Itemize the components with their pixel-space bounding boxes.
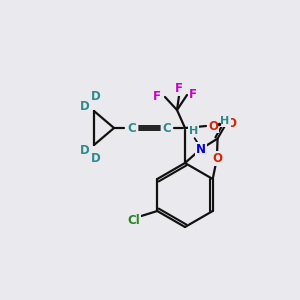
Text: H: H: [220, 116, 230, 126]
Text: D: D: [80, 100, 90, 112]
Text: N: N: [196, 143, 206, 156]
Text: F: F: [175, 82, 183, 95]
Text: O: O: [212, 152, 222, 165]
Text: F: F: [153, 89, 161, 103]
Text: F: F: [189, 88, 197, 100]
Text: D: D: [91, 152, 101, 166]
Text: Cl: Cl: [127, 214, 140, 227]
Text: C: C: [163, 122, 171, 134]
Text: O: O: [226, 116, 237, 130]
Text: C: C: [128, 122, 136, 134]
Text: H: H: [189, 126, 198, 136]
Text: O: O: [208, 119, 218, 133]
Text: D: D: [91, 91, 101, 103]
Text: D: D: [80, 143, 90, 157]
